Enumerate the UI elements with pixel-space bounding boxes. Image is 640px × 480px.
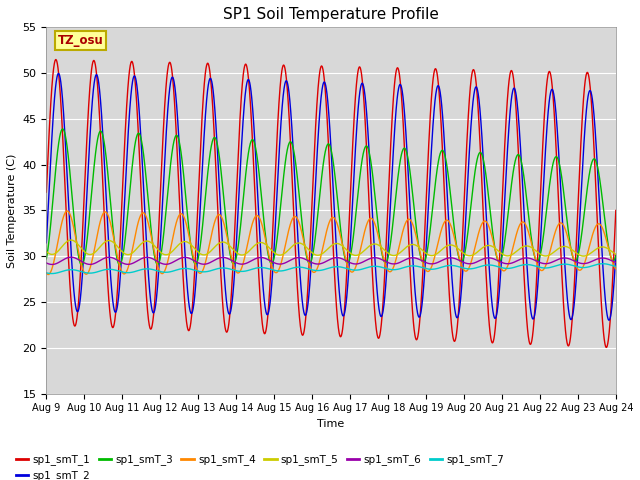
sp1_smT_4 bbox=[44, 272, 52, 277]
sp1_smT_2 bbox=[108, 285, 115, 290]
Legend: sp1_smT_1, sp1_smT_2, sp1_smT_3, sp1_smT_4, sp1_smT_5, sp1_smT_6, sp1_smT_7: sp1_smT_1, sp1_smT_2, sp1_smT_3, sp1_smT… bbox=[12, 450, 508, 480]
sp1_smT_2 bbox=[601, 291, 609, 297]
sp1_smT_6 bbox=[42, 260, 50, 266]
sp1_smT_5 bbox=[42, 249, 50, 254]
sp1_smT_7 bbox=[42, 270, 50, 276]
sp1_smT_3 bbox=[540, 231, 547, 237]
sp1_smT_2 bbox=[285, 95, 293, 101]
Line: sp1_smT_4: sp1_smT_4 bbox=[46, 211, 616, 275]
sp1_smT_4 bbox=[42, 270, 50, 276]
sp1_smT_3 bbox=[141, 168, 149, 174]
Line: sp1_smT_2: sp1_smT_2 bbox=[46, 73, 616, 320]
sp1_smT_1 bbox=[601, 340, 609, 346]
Line: sp1_smT_5: sp1_smT_5 bbox=[46, 240, 616, 256]
sp1_smT_5 bbox=[580, 253, 588, 259]
sp1_smT_4 bbox=[141, 212, 149, 218]
sp1_smT_7 bbox=[601, 261, 609, 267]
sp1_smT_4 bbox=[612, 266, 620, 272]
sp1_smT_3 bbox=[261, 229, 269, 235]
sp1_smT_1 bbox=[42, 189, 50, 195]
sp1_smT_4 bbox=[286, 223, 294, 229]
X-axis label: Time: Time bbox=[317, 419, 345, 429]
sp1_smT_4 bbox=[261, 235, 269, 240]
sp1_smT_1 bbox=[602, 345, 610, 350]
sp1_smT_6 bbox=[286, 258, 294, 264]
sp1_smT_2 bbox=[42, 240, 50, 246]
Line: sp1_smT_7: sp1_smT_7 bbox=[46, 264, 616, 274]
sp1_smT_7 bbox=[141, 266, 149, 272]
Line: sp1_smT_3: sp1_smT_3 bbox=[46, 129, 616, 265]
Line: sp1_smT_6: sp1_smT_6 bbox=[46, 257, 616, 264]
sp1_smT_3 bbox=[42, 256, 50, 262]
sp1_smT_5 bbox=[108, 238, 115, 244]
sp1_smT_4 bbox=[63, 208, 71, 214]
sp1_smT_1 bbox=[540, 129, 547, 134]
sp1_smT_7 bbox=[261, 265, 269, 271]
sp1_smT_3 bbox=[612, 253, 620, 259]
sp1_smT_5 bbox=[141, 239, 149, 244]
sp1_smT_2 bbox=[605, 317, 613, 323]
sp1_smT_6 bbox=[141, 254, 149, 260]
sp1_smT_7 bbox=[285, 266, 293, 272]
sp1_smT_4 bbox=[540, 266, 547, 272]
sp1_smT_4 bbox=[601, 232, 609, 238]
sp1_smT_6 bbox=[67, 254, 75, 260]
sp1_smT_3 bbox=[601, 218, 609, 224]
Text: TZ_osu: TZ_osu bbox=[58, 34, 104, 47]
sp1_smT_6 bbox=[601, 255, 609, 261]
sp1_smT_7 bbox=[48, 271, 56, 276]
sp1_smT_7 bbox=[108, 266, 115, 272]
sp1_smT_6 bbox=[612, 260, 620, 265]
Y-axis label: Soil Temperature (C): Soil Temperature (C) bbox=[7, 153, 17, 268]
sp1_smT_7 bbox=[612, 264, 620, 269]
sp1_smT_3 bbox=[59, 126, 67, 132]
sp1_smT_5 bbox=[601, 244, 609, 250]
sp1_smT_1 bbox=[612, 207, 620, 213]
sp1_smT_2 bbox=[141, 218, 149, 224]
sp1_smT_2 bbox=[54, 71, 62, 76]
sp1_smT_7 bbox=[540, 265, 547, 271]
sp1_smT_2 bbox=[261, 303, 269, 309]
sp1_smT_5 bbox=[285, 246, 293, 252]
sp1_smT_5 bbox=[261, 241, 269, 247]
sp1_smT_5 bbox=[540, 253, 547, 259]
sp1_smT_2 bbox=[540, 184, 547, 190]
sp1_smT_6 bbox=[540, 261, 547, 266]
sp1_smT_5 bbox=[67, 237, 75, 243]
sp1_smT_2 bbox=[612, 252, 620, 257]
sp1_smT_3 bbox=[108, 212, 115, 218]
sp1_smT_1 bbox=[285, 123, 293, 129]
sp1_smT_1 bbox=[261, 331, 269, 336]
sp1_smT_1 bbox=[108, 322, 115, 327]
Line: sp1_smT_1: sp1_smT_1 bbox=[46, 60, 616, 348]
sp1_smT_6 bbox=[48, 262, 56, 267]
Title: SP1 Soil Temperature Profile: SP1 Soil Temperature Profile bbox=[223, 7, 439, 22]
sp1_smT_6 bbox=[108, 255, 115, 261]
sp1_smT_1 bbox=[52, 57, 60, 62]
sp1_smT_3 bbox=[286, 139, 294, 145]
sp1_smT_4 bbox=[108, 225, 115, 231]
sp1_smT_3 bbox=[78, 262, 86, 268]
sp1_smT_1 bbox=[141, 275, 149, 281]
sp1_smT_5 bbox=[612, 252, 620, 257]
sp1_smT_6 bbox=[261, 255, 269, 261]
sp1_smT_7 bbox=[599, 261, 607, 266]
